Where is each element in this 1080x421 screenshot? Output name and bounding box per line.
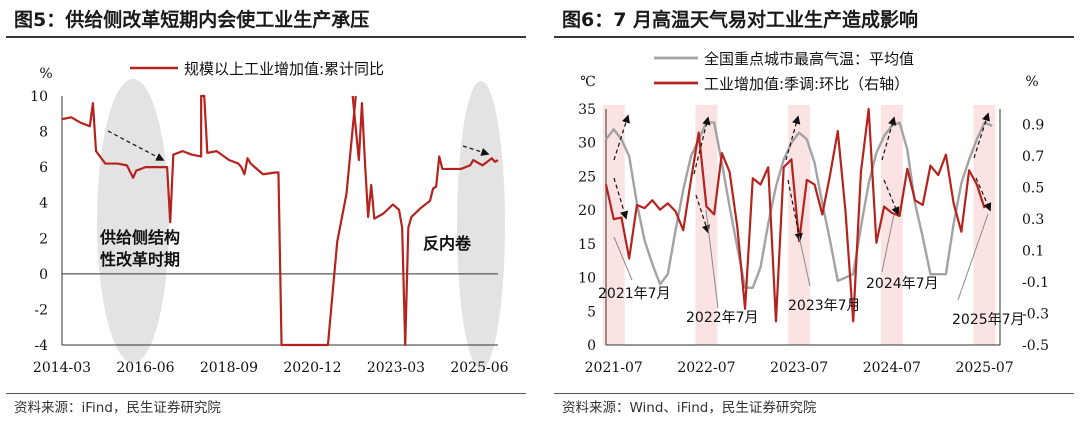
reform-trend-arrow — [107, 130, 165, 161]
anti-involution-arrow — [462, 145, 490, 156]
y-tick-label: 8 — [39, 125, 48, 141]
left-source-rule — [6, 393, 526, 394]
right-line-chart: 0 5 10 15 20 25 30 35 -0.5 -0.3 -0.1 0.1 0.3 0.5 0.7 0.… — [578, 50, 1049, 376]
left-y-tick-label: 30 — [578, 136, 596, 152]
annotation-reform-line2: 性改革时期 — [100, 250, 180, 269]
left-title-rule — [6, 36, 526, 38]
y-tick-label: 0 — [39, 267, 48, 283]
right-source-note: 资料来源：Wind、iFind，民生证券研究院 — [562, 400, 817, 416]
annotation-anti-involution: 反内卷 — [423, 234, 472, 253]
callout-label-july: 2022年7月 — [686, 310, 759, 326]
series-line-industrial-mom — [604, 107, 986, 323]
legend-label-temperature: 全国重点城市最高气温：平均值 — [704, 50, 914, 68]
legend-label: 规模以上工业增加值:累计同比 — [184, 60, 384, 78]
x-tick-label: 2022-07 — [677, 360, 735, 376]
x-tick-label: 2020-12 — [283, 360, 341, 376]
right-y-tick-label: 0.7 — [1022, 149, 1044, 165]
left-y-tick-label: 5 — [587, 304, 596, 320]
callout-label-july: 2024年7月 — [866, 276, 939, 292]
callout-label-july: 2025年7月 — [952, 312, 1025, 328]
legend-label-industrial: 工业增加值:季调:环比（右轴） — [704, 75, 909, 93]
y-tick-label: -4 — [34, 338, 48, 354]
x-tick-label: 2023-03 — [367, 360, 425, 376]
left-y-tick-label: 20 — [578, 203, 596, 219]
right-axis-unit-label: % — [1025, 74, 1038, 90]
left-y-tick-label: 0 — [587, 338, 596, 354]
y-tick-label: 10 — [30, 89, 48, 105]
right-y-tick-label: 0.1 — [1022, 244, 1044, 260]
right-title-rule — [554, 36, 1074, 38]
y-tick-label: -2 — [34, 302, 48, 318]
left-y-tick-label: 15 — [578, 237, 596, 253]
trend-arrow — [881, 116, 897, 161]
right-y-tick-label: 0.3 — [1022, 212, 1044, 228]
left-figure-panel: 图5：供给侧改革短期内会使工业生产承压 -4 -2 0 2 4 6 8 10% 2014-03 2… — [0, 0, 532, 421]
right-y-tick-label: -0.3 — [1022, 307, 1049, 323]
right-figure-title: 图6：7 月高温天气易对工业生产造成影响 — [562, 9, 919, 31]
supply-side-reform-ellipse — [97, 79, 169, 363]
left-line-chart: -4 -2 0 2 4 6 8 10% 2014-03 2016-06 2018-09 2020-12… — [30, 60, 508, 376]
x-tick-label: 2025-07 — [955, 360, 1013, 376]
right-source-rule — [554, 393, 1074, 394]
x-tick-label: 2018-09 — [200, 360, 258, 376]
x-tick-label: 2014-03 — [33, 360, 91, 376]
y-tick-label: 4 — [39, 196, 48, 212]
left-source-note: 资料来源：iFind，民生证券研究院 — [14, 400, 221, 416]
left-axis-unit-label: ℃ — [580, 74, 596, 90]
callout-label-july: 2021年7月 — [598, 286, 671, 302]
trend-arrow — [973, 112, 990, 159]
left-y-tick-label: 35 — [578, 102, 596, 118]
series-line-cumulative-yoy-1 — [61, 94, 357, 347]
july-highlight-band — [602, 105, 625, 345]
x-tick-label: 2023-07 — [770, 360, 828, 376]
trend-arrow — [613, 114, 630, 161]
callout-leader-line — [613, 236, 633, 281]
y-tick-label: 2 — [39, 231, 48, 247]
series-line-temperature — [605, 121, 993, 289]
trend-arrow — [975, 177, 992, 212]
callout-leader-line — [798, 235, 811, 287]
annotation-reform-line1: 供给侧结构 — [99, 228, 180, 247]
trend-arrow — [787, 179, 803, 242]
anti-involution-ellipse — [457, 81, 505, 369]
y-axis-unit-label: % — [39, 66, 52, 82]
right-figure-panel: 图6：7 月高温天气易对工业生产造成影响 0 5 10 15 20 25 30 35 -0.5 -… — [548, 0, 1080, 421]
callout-label-july: 2023年7月 — [788, 298, 861, 314]
series-line-cumulative-yoy-2 — [351, 95, 499, 347]
x-tick-label: 2021-07 — [585, 360, 643, 376]
x-tick-label: 2024-07 — [863, 360, 921, 376]
left-figure-title: 图5：供给侧改革短期内会使工业生产承压 — [14, 9, 370, 31]
callout-leader-line — [881, 213, 895, 273]
x-tick-label: 2016-06 — [116, 360, 174, 376]
callout-leader-line — [705, 209, 719, 309]
right-y-tick-label: 0.9 — [1022, 118, 1044, 134]
left-y-tick-label: 10 — [578, 271, 596, 287]
x-tick-label: 2025-06 — [450, 360, 508, 376]
right-y-tick-label: 0.5 — [1022, 181, 1044, 197]
y-tick-label: 6 — [39, 160, 48, 176]
trend-arrow — [693, 116, 711, 175]
july-highlight-band — [788, 105, 811, 345]
trend-arrow — [785, 115, 801, 161]
right-y-tick-label: -0.1 — [1022, 275, 1049, 291]
callout-leader-line — [957, 213, 989, 301]
left-y-tick-label: 25 — [578, 169, 596, 185]
trend-arrow — [883, 179, 900, 216]
right-y-tick-label: -0.5 — [1022, 338, 1049, 354]
